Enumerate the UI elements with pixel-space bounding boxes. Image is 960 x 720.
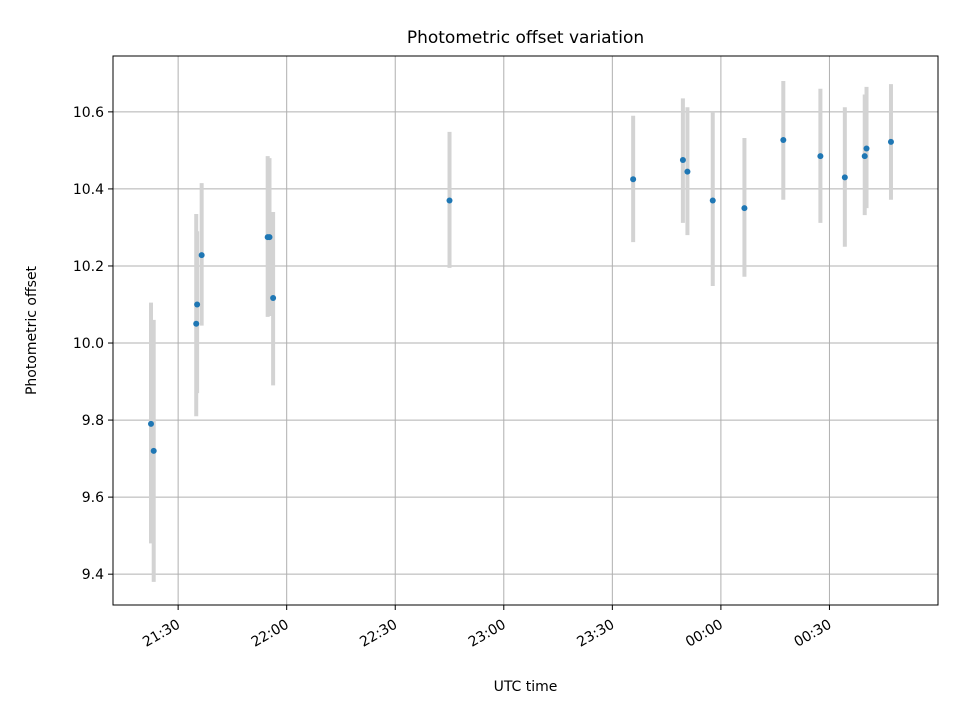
data-point	[887, 138, 894, 145]
data-point	[841, 174, 848, 181]
data-point	[150, 447, 157, 454]
y-tick-label: 10.6	[73, 105, 104, 121]
x-tick-label: 00:00	[683, 617, 726, 651]
x-tick-label: 23:30	[574, 617, 617, 651]
data-point	[270, 294, 277, 301]
x-tick-label: 22:30	[357, 617, 400, 651]
y-tick-label: 10.4	[73, 182, 104, 198]
data-point	[193, 320, 200, 327]
x-axis-label: UTC time	[494, 679, 558, 695]
data-point	[198, 252, 205, 259]
y-tick-label: 9.8	[82, 413, 104, 429]
data-point	[780, 136, 787, 143]
data-point	[266, 234, 273, 241]
y-tick-label: 10.0	[73, 336, 104, 352]
data-points	[147, 136, 894, 454]
data-point	[147, 420, 154, 427]
data-point	[194, 301, 201, 308]
data-point	[684, 168, 691, 175]
plot-frame	[112, 55, 939, 606]
x-tick-label: 21:30	[140, 617, 183, 651]
grid	[113, 56, 938, 605]
chart-title: Photometric offset variation	[407, 28, 644, 48]
y-tick-label: 9.4	[82, 567, 104, 583]
x-tick-label: 23:00	[466, 617, 509, 651]
x-axis-ticks: 21:30 22:00 22:30 23:00 23:30 00:00 00:30	[140, 605, 834, 651]
y-axis-label: Photometric offset	[24, 265, 40, 395]
data-point	[863, 145, 870, 152]
data-point	[861, 153, 868, 160]
x-tick-label: 22:00	[249, 617, 292, 651]
data-point	[630, 176, 637, 183]
y-tick-label: 10.2	[73, 259, 104, 275]
y-tick-label: 9.6	[82, 490, 104, 506]
error-bars	[148, 81, 893, 582]
data-point	[679, 157, 686, 164]
data-point	[741, 205, 748, 212]
x-tick-label: 00:30	[791, 617, 834, 651]
y-axis-ticks: 9.4 9.6 9.8 10.0 10.2 10.4 10.6	[73, 105, 113, 583]
data-point	[709, 197, 716, 204]
data-point	[817, 153, 824, 160]
data-point	[446, 197, 453, 204]
